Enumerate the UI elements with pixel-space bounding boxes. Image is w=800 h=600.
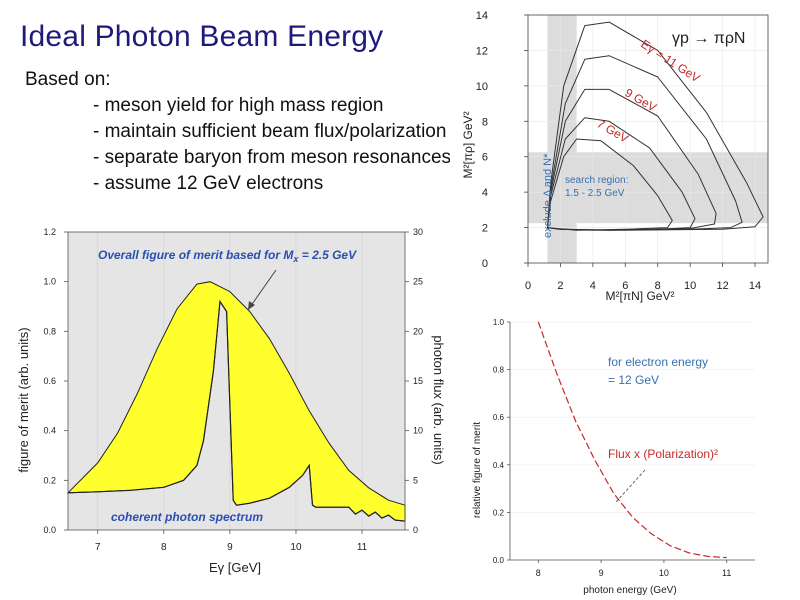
annotation-arrowhead <box>248 301 255 310</box>
fom-left-tick: 0.0 <box>43 525 56 535</box>
rel-y-tick: 0.0 <box>493 556 505 565</box>
rel-y-axis-label: relative figure of merit <box>472 422 483 518</box>
photon-flux-curve <box>67 299 406 522</box>
bullet-item: - assume 12 GeV electrons <box>93 173 324 194</box>
slide-title: Ideal Photon Beam Energy <box>20 20 384 53</box>
dalitz-y-tick: 4 <box>482 187 488 199</box>
dalitz-y-tick: 10 <box>476 81 488 93</box>
fom-left-tick: 1.2 <box>43 227 56 237</box>
rel-x-tick: 8 <box>536 568 541 578</box>
coherent-spectrum-label: coherent photon spectrum <box>111 510 263 524</box>
dalitz-x-tick: 12 <box>716 280 728 292</box>
bullet-item: - maintain sufficient beam flux/polariza… <box>93 121 447 142</box>
fom-left-tick: 1.0 <box>43 277 56 287</box>
dalitz-y-tick: 14 <box>476 10 488 22</box>
dalitz-x-tick: 4 <box>590 280 596 292</box>
fom-x-tick: 11 <box>357 542 368 553</box>
rel-y-tick: 0.4 <box>493 461 505 470</box>
dalitz-y-tick: 6 <box>482 152 488 164</box>
rel-y-tick: 0.6 <box>493 413 505 422</box>
fom-x-tick: 7 <box>95 542 101 553</box>
fom-left-tick: 0.8 <box>43 326 56 336</box>
dalitz-y-tick: 2 <box>482 223 488 235</box>
fom-right-tick: 15 <box>413 376 423 386</box>
dalitz-x-axis-label: M²[πN] GeV² <box>606 289 675 303</box>
dalitz-x-tick: 10 <box>684 280 696 292</box>
bullet-list: - meson yield for high mass region - mai… <box>25 93 451 197</box>
based-on-label: Based on: <box>25 69 111 90</box>
excluded-band-label: exclude Δ and N* <box>542 153 554 238</box>
dalitz-x-tick: 8 <box>655 280 661 292</box>
bullet-item: - separate baryon from meson resonances <box>93 147 452 168</box>
dalitz-x-tick: 0 <box>525 280 531 292</box>
dalitz-boundary-4 <box>547 138 673 231</box>
dalitz-x-tick: 14 <box>749 280 761 292</box>
figure-of-merit-chart: 7 8 9 10 11 0.0 0.2 0.4 0.6 0.8 1.0 1.2 0 5 10 15 20 25… <box>10 222 450 600</box>
fom-left-tick: 0.4 <box>43 426 56 436</box>
rel-label-pointer <box>615 469 646 503</box>
bullet-block: Based on: - meson yield for high mass re… <box>25 67 451 197</box>
fom-left-tick: 0.2 <box>43 475 56 485</box>
flux-polarization-curve <box>537 321 727 559</box>
search-region-label: search region: <box>565 175 628 186</box>
dalitz-y-tick: 0 <box>482 258 488 270</box>
electron-energy-value: = 12 GeV <box>608 373 659 387</box>
search-region-band <box>528 152 768 224</box>
fom-right-axis-label: photon flux (arb. units) <box>431 335 446 464</box>
electron-energy-label: for electron energy <box>608 355 708 369</box>
rel-x-tick: 10 <box>659 568 669 578</box>
fom-right-tick: 20 <box>413 326 423 336</box>
dalitz-x-tick: 2 <box>557 280 563 292</box>
fom-x-tick: 8 <box>161 542 167 553</box>
fom-x-tick: 10 <box>290 542 302 553</box>
dalitz-y-tick: 12 <box>476 45 488 57</box>
fom-left-axis-label: figure of merit (arb. units) <box>16 327 31 472</box>
dalitz-y-tick: 8 <box>482 116 488 128</box>
fom-right-tick: 5 <box>413 475 418 485</box>
merit-annotation: Overall figure of merit based for Mx = 2… <box>98 248 357 264</box>
bullet-item: - meson yield for high mass region <box>93 95 384 116</box>
rel-x-tick: 9 <box>599 568 604 578</box>
search-region-range: 1.5 - 2.5 GeV <box>565 188 625 199</box>
dalitz-x-tick: 6 <box>622 280 628 292</box>
fom-right-tick: 0 <box>413 525 418 535</box>
fom-x-axis-label: Eγ [GeV] <box>209 560 261 575</box>
relative-merit-chart: 8 9 10 11 0.0 0.2 0.4 0.6 0.8 1.0 for electron e… <box>460 310 790 600</box>
annotation-arrow <box>247 269 277 311</box>
rel-series-label: Flux x (Polarization)² <box>608 447 718 461</box>
fom-x-tick: 9 <box>227 542 233 553</box>
rel-x-axis-label: photon energy (GeV) <box>583 585 676 596</box>
fom-right-tick: 25 <box>413 277 423 287</box>
dalitz-y-axis-label: M²[πρ] GeV² <box>461 111 475 178</box>
fom-right-tick: 10 <box>413 426 423 436</box>
dalitz-title: γp → πρN <box>672 30 745 47</box>
rel-x-tick: 11 <box>722 568 731 578</box>
fom-right-tick: 30 <box>413 227 423 237</box>
rel-y-tick: 1.0 <box>493 318 505 327</box>
fom-left-tick: 0.6 <box>43 376 56 386</box>
rel-y-tick: 0.8 <box>493 366 505 375</box>
rel-y-tick: 0.2 <box>493 508 505 517</box>
